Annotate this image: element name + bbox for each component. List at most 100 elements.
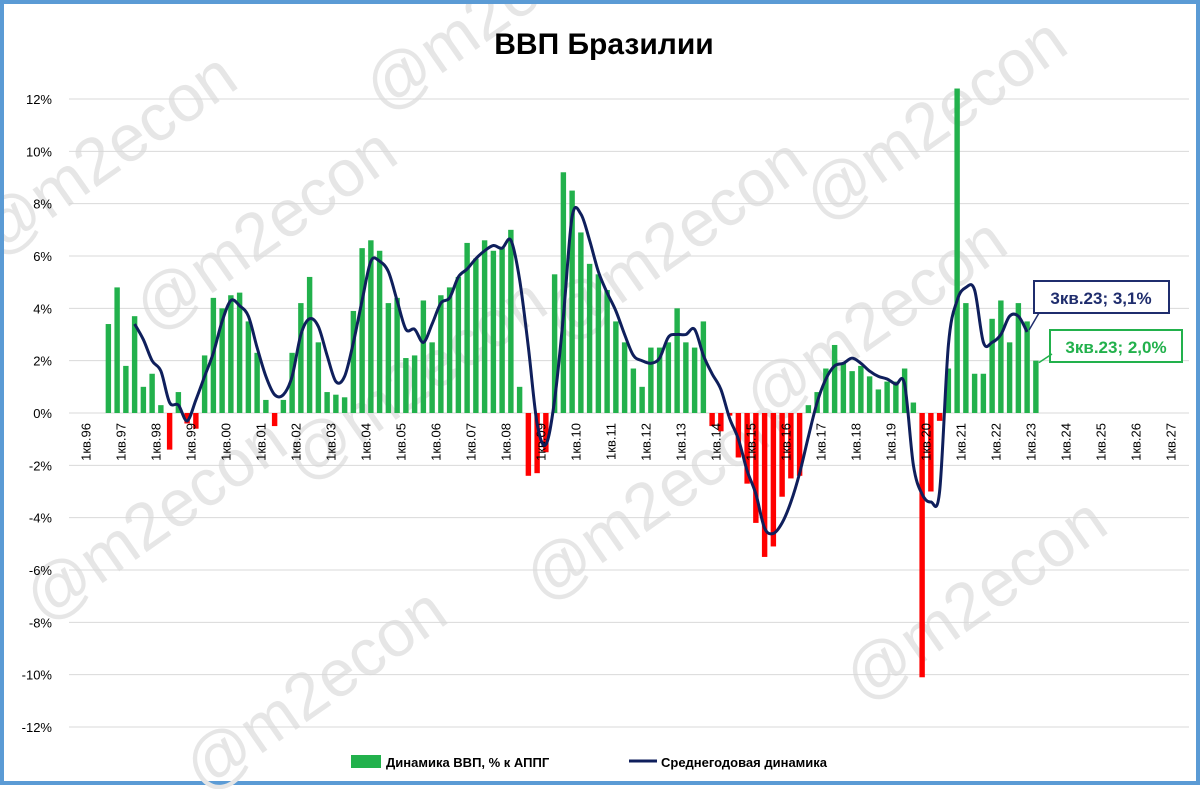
x-tick-label: 1кв.22 xyxy=(989,423,1004,461)
gdp-bar xyxy=(981,374,986,413)
gdp-bar xyxy=(499,248,504,413)
annotations: 3кв.23; 3,1% 3кв.23; 2,0% xyxy=(1029,281,1182,363)
gdp-bar xyxy=(989,319,994,413)
legend-bar-label: Динамика ВВП, % к АППГ xyxy=(386,755,550,770)
gdp-bar xyxy=(648,348,653,413)
chart-title: ВВП Бразилии xyxy=(494,28,713,61)
gdp-bar xyxy=(123,366,128,413)
gdp-bar xyxy=(359,248,364,413)
gdp-bar xyxy=(771,413,776,546)
y-tick-label: 0% xyxy=(33,406,52,421)
gdp-bar xyxy=(263,400,268,413)
gdp-bar xyxy=(167,413,172,450)
gdp-bar xyxy=(762,413,767,557)
y-tick-label: -6% xyxy=(29,563,53,578)
x-tick-label: 1кв.06 xyxy=(429,423,444,461)
legend-bar-swatch xyxy=(351,755,381,768)
x-tick-label: 1кв.04 xyxy=(359,423,374,461)
y-tick-label: -4% xyxy=(29,511,53,526)
x-tick-label: 1кв.02 xyxy=(289,423,304,461)
y-tick-label: 4% xyxy=(33,301,52,316)
watermark-text: @m2econ xyxy=(350,4,640,125)
gdp-bar xyxy=(421,300,426,413)
y-tick-label: -2% xyxy=(29,458,53,473)
gdp-bar xyxy=(114,287,119,413)
gdp-bar xyxy=(631,369,636,413)
gdp-bar xyxy=(841,363,846,413)
x-tick-label: 1кв.99 xyxy=(184,423,199,461)
gdp-bar xyxy=(954,89,959,413)
gdp-bar xyxy=(526,413,531,476)
x-tick-label: 1кв.10 xyxy=(569,423,584,461)
x-tick-label: 1кв.25 xyxy=(1094,423,1109,461)
gdp-bar xyxy=(307,277,312,413)
line-annotation-label: 3кв.23; 3,1% xyxy=(1050,289,1151,308)
gdp-bar xyxy=(963,303,968,413)
gdp-bar xyxy=(683,342,688,413)
gdp-bar xyxy=(298,303,303,413)
x-tick-label: 1кв.08 xyxy=(499,423,514,461)
x-tick-label: 1кв.23 xyxy=(1024,423,1039,461)
gdp-bar xyxy=(517,387,522,413)
watermark-text: @m2econ xyxy=(790,4,1080,235)
gdp-bar xyxy=(342,397,347,413)
gdp-bar xyxy=(132,316,137,413)
gdp-bar xyxy=(456,277,461,413)
gdp-bar xyxy=(587,264,592,413)
gdp-bar xyxy=(884,382,889,413)
legend-line-label: Среднегодовая динамика xyxy=(661,755,828,770)
x-tick-label: 1кв.00 xyxy=(219,423,234,461)
y-tick-label: 2% xyxy=(33,354,52,369)
gdp-bar xyxy=(158,405,163,413)
x-tick-label: 1кв.98 xyxy=(149,423,164,461)
gdp-bar xyxy=(447,287,452,413)
gdp-bar xyxy=(674,308,679,413)
x-tick-label: 1кв.01 xyxy=(254,423,269,461)
gdp-bar xyxy=(867,376,872,413)
x-tick-label: 1кв.27 xyxy=(1164,423,1179,461)
gdp-bar xyxy=(1033,361,1038,413)
gdp-bar xyxy=(613,321,618,413)
y-tick-label: -10% xyxy=(22,668,53,683)
y-tick-label: 10% xyxy=(26,144,52,159)
x-tick-label: 1кв.19 xyxy=(884,423,899,461)
gdp-bar xyxy=(1007,342,1012,413)
gdp-bar xyxy=(508,230,513,413)
gdp-bar xyxy=(246,321,251,413)
x-tick-label: 1кв.13 xyxy=(674,423,689,461)
y-tick-label: 12% xyxy=(26,92,52,107)
gdp-bar xyxy=(333,395,338,413)
x-tick-label: 1кв.11 xyxy=(604,423,619,460)
gdp-bar xyxy=(622,342,627,413)
gdp-bar xyxy=(386,303,391,413)
x-tick-label: 1кв.18 xyxy=(849,423,864,461)
gdp-bar xyxy=(972,374,977,413)
watermark-text: @m2econ xyxy=(830,482,1120,716)
gdp-bar xyxy=(473,259,478,413)
gdp-bar xyxy=(351,311,356,413)
gdp-bar xyxy=(316,342,321,413)
y-tick-label: 8% xyxy=(33,197,52,212)
x-tick-label: 1кв.05 xyxy=(394,423,409,461)
gdp-bar xyxy=(578,232,583,413)
gdp-bar xyxy=(832,345,837,413)
gdp-bar xyxy=(604,290,609,413)
x-tick-label: 1кв.03 xyxy=(324,423,339,461)
gdp-bar xyxy=(876,389,881,413)
gdp-bar xyxy=(281,400,286,413)
gdp-bar xyxy=(149,374,154,413)
line-annotation-pointer xyxy=(1029,313,1039,330)
y-tick-label: 6% xyxy=(33,249,52,264)
x-tick-label: 1кв.16 xyxy=(779,423,794,461)
bar-annotation-label: 3кв.23; 2,0% xyxy=(1065,338,1166,357)
gdp-bar xyxy=(403,358,408,413)
x-tick-label: 1кв.12 xyxy=(639,423,654,461)
x-tick-label: 1кв.14 xyxy=(709,423,724,461)
gdp-bar xyxy=(998,300,1003,413)
gdp-bar xyxy=(893,382,898,413)
x-tick-label: 1кв.21 xyxy=(954,423,969,461)
gdp-bar xyxy=(596,274,601,413)
gdp-bar xyxy=(937,413,942,421)
gdp-bar xyxy=(482,240,487,413)
x-tick-label: 1кв.17 xyxy=(814,423,829,461)
